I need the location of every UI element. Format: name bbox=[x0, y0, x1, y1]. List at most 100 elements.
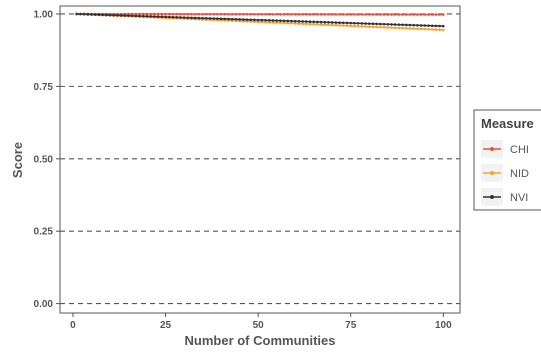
data-point bbox=[305, 13, 308, 16]
data-point bbox=[427, 13, 430, 16]
data-point bbox=[419, 24, 423, 27]
data-point bbox=[145, 12, 149, 16]
data-point bbox=[408, 23, 412, 27]
data-point bbox=[338, 13, 341, 16]
data-point bbox=[316, 20, 319, 24]
data-point bbox=[290, 13, 293, 16]
data-point bbox=[364, 13, 367, 16]
data-point bbox=[134, 12, 138, 16]
data-point bbox=[327, 21, 330, 24]
data-point bbox=[201, 12, 204, 16]
data-point bbox=[442, 24, 445, 28]
legend-item-nvi: NVI bbox=[481, 188, 528, 206]
data-point bbox=[186, 16, 190, 19]
data-point bbox=[334, 21, 338, 24]
data-point bbox=[371, 22, 375, 26]
data-point bbox=[427, 24, 430, 27]
data-point bbox=[286, 19, 290, 23]
data-point bbox=[371, 13, 375, 16]
y-axis-title: Score bbox=[10, 142, 25, 178]
data-point bbox=[393, 26, 397, 30]
data-point bbox=[268, 21, 271, 24]
x-tick-label: 100 bbox=[435, 320, 452, 331]
data-point bbox=[86, 13, 90, 16]
data-point bbox=[323, 23, 327, 27]
data-point bbox=[260, 18, 264, 22]
data-point bbox=[342, 21, 345, 25]
data-point bbox=[364, 22, 367, 25]
data-point bbox=[430, 28, 434, 31]
data-point bbox=[282, 21, 286, 25]
data-point bbox=[160, 12, 164, 16]
data-point bbox=[308, 13, 312, 16]
data-point bbox=[308, 20, 312, 24]
data-point bbox=[268, 19, 271, 22]
data-point bbox=[149, 15, 152, 18]
data-point bbox=[253, 20, 256, 23]
data-point bbox=[368, 22, 371, 25]
data-point bbox=[301, 22, 304, 26]
legend-label: NVI bbox=[510, 192, 528, 204]
data-point bbox=[282, 12, 286, 16]
data-point bbox=[408, 13, 412, 16]
data-point bbox=[438, 28, 441, 32]
data-point bbox=[216, 12, 219, 16]
data-point bbox=[412, 13, 416, 16]
data-point bbox=[101, 13, 104, 17]
data-point bbox=[208, 12, 212, 16]
data-point bbox=[279, 19, 282, 23]
data-point bbox=[401, 26, 404, 30]
data-point bbox=[312, 20, 316, 24]
data-point bbox=[434, 13, 438, 16]
data-point bbox=[427, 27, 430, 31]
data-point bbox=[271, 19, 275, 22]
data-point bbox=[205, 12, 208, 16]
data-point bbox=[442, 28, 445, 32]
data-point bbox=[82, 12, 86, 16]
data-point bbox=[375, 22, 379, 26]
data-point bbox=[153, 15, 156, 18]
data-point bbox=[268, 12, 271, 16]
data-point bbox=[182, 12, 186, 16]
legend-title: Measure bbox=[481, 116, 534, 131]
data-point bbox=[371, 25, 375, 29]
data-point bbox=[230, 17, 234, 21]
plot-panel-border bbox=[59, 5, 461, 314]
data-point bbox=[434, 24, 438, 28]
data-point bbox=[382, 13, 386, 16]
data-point bbox=[360, 25, 364, 28]
data-point bbox=[356, 22, 360, 25]
data-point bbox=[416, 23, 419, 27]
data-point bbox=[234, 17, 238, 21]
data-point bbox=[305, 22, 308, 26]
data-point bbox=[156, 12, 160, 16]
data-point bbox=[253, 18, 256, 22]
data-point bbox=[342, 13, 345, 16]
data-point bbox=[297, 22, 301, 25]
legend-key-point bbox=[490, 195, 494, 199]
data-point bbox=[279, 12, 282, 16]
data-point bbox=[142, 14, 145, 18]
data-point bbox=[397, 26, 401, 30]
data-point bbox=[190, 12, 193, 16]
x-tick-label: 75 bbox=[345, 320, 357, 331]
data-point bbox=[168, 15, 171, 19]
data-point bbox=[149, 12, 152, 16]
y-tick-label: 0.75 bbox=[34, 82, 54, 93]
data-point bbox=[334, 13, 338, 16]
data-point bbox=[379, 13, 382, 16]
data-point bbox=[249, 18, 252, 22]
data-point bbox=[116, 14, 119, 17]
legend-item-nid: NID bbox=[481, 164, 529, 182]
data-point bbox=[382, 26, 386, 29]
data-point bbox=[412, 23, 416, 27]
data-point bbox=[390, 26, 393, 29]
data-point bbox=[393, 23, 397, 26]
data-point bbox=[305, 20, 308, 23]
legend-label: NID bbox=[510, 168, 529, 180]
data-point bbox=[353, 21, 356, 25]
data-point bbox=[397, 23, 401, 26]
series-line bbox=[76, 13, 444, 27]
legend-key-point bbox=[490, 147, 494, 151]
data-point bbox=[401, 23, 404, 27]
